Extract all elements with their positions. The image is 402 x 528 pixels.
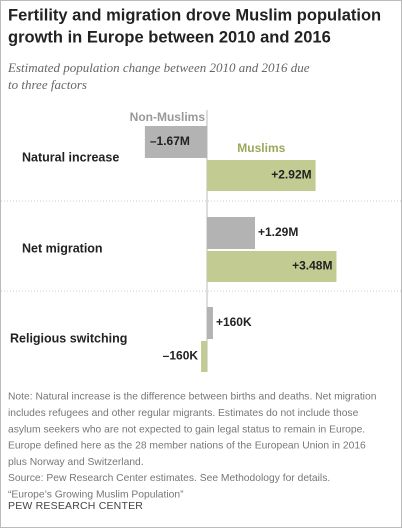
value-label: +3.48M bbox=[292, 259, 332, 273]
value-label: +160K bbox=[216, 315, 252, 329]
value-label: +2.92M bbox=[271, 168, 311, 182]
note: Source: Pew Research Center estimates. S… bbox=[8, 473, 330, 484]
chart-subtitle: to three factors bbox=[8, 77, 87, 92]
note: Europe defined here as the 28 member nat… bbox=[8, 441, 366, 452]
chart-subtitle: Estimated population change between 2010… bbox=[7, 60, 310, 75]
bar bbox=[207, 217, 255, 249]
note: asylum seekers who are not expected to g… bbox=[8, 424, 365, 435]
note: includes refugees and other regular migr… bbox=[8, 408, 359, 419]
bar bbox=[207, 160, 316, 191]
category-label: Religious switching bbox=[10, 331, 127, 345]
credit: PEW RESEARCH CENTER bbox=[8, 500, 143, 512]
bar bbox=[201, 341, 207, 372]
note: plus Norway and Switzerland. bbox=[8, 457, 144, 468]
chart-title: growth in Europe between 2010 and 2016 bbox=[8, 28, 331, 46]
legend-label: Non-Muslims bbox=[130, 110, 206, 124]
bar bbox=[144, 126, 207, 158]
note: Note: Natural increase is the difference… bbox=[8, 392, 377, 403]
category-label: Net migration bbox=[22, 241, 103, 255]
bar bbox=[207, 251, 337, 282]
chart-title: Fertility and migration drove Muslim pop… bbox=[8, 6, 381, 24]
value-label: –160K bbox=[163, 349, 199, 363]
value-label: +1.29M bbox=[258, 225, 298, 239]
category-label: Natural increase bbox=[22, 150, 119, 164]
note: “Europe’s Growing Muslim Population” bbox=[8, 490, 184, 501]
bar bbox=[207, 307, 213, 339]
legend-label: Muslims bbox=[237, 141, 285, 155]
value-label: –1.67M bbox=[150, 134, 190, 148]
